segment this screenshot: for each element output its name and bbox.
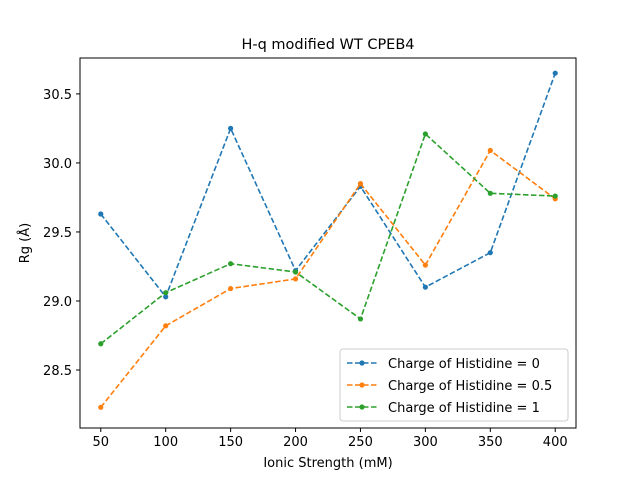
- data-point: [228, 285, 234, 292]
- series-2: [98, 131, 558, 347]
- data-point: [292, 276, 299, 282]
- data-point: [98, 404, 104, 410]
- series-line: [100, 132, 556, 345]
- legend-marker: [359, 382, 365, 388]
- x-tick-label: 250: [348, 435, 373, 450]
- data-point: [357, 316, 364, 322]
- y-tick-label: 28.5: [43, 364, 72, 379]
- x-tick-label: 50: [93, 435, 110, 450]
- series-line: [100, 72, 556, 299]
- x-axis-ticks: 50 100 150 200 250 300 350 400: [93, 428, 568, 450]
- data-point: [552, 70, 558, 76]
- data-point: [357, 181, 364, 187]
- data-point: [422, 262, 428, 268]
- x-tick-label: 350: [478, 435, 503, 450]
- data-point: [487, 190, 493, 196]
- x-tick-label: 200: [283, 435, 308, 450]
- y-tick-label: 30.0: [43, 157, 72, 172]
- legend-marker: [359, 404, 365, 410]
- y-tick-label: 30.5: [43, 88, 72, 103]
- x-tick-label: 300: [413, 435, 438, 450]
- data-point: [228, 125, 234, 132]
- data-point: [163, 290, 169, 296]
- y-tick-label: 29.5: [43, 226, 72, 241]
- x-tick-label: 400: [543, 435, 568, 450]
- x-tick-label: 150: [218, 435, 243, 450]
- chart-title: H-q modified WT CPEB4: [241, 37, 414, 53]
- data-point: [487, 147, 493, 154]
- data-point: [552, 193, 558, 199]
- data-point: [98, 341, 104, 347]
- data-point: [422, 131, 428, 137]
- y-axis-ticks: 28.5 29.0 29.5 30.0 30.5: [43, 88, 80, 379]
- data-point: [292, 269, 299, 275]
- data-point: [98, 211, 104, 217]
- y-axis-label: Rg (Å): [17, 223, 33, 263]
- series-layer: [98, 70, 558, 410]
- data-point: [163, 294, 169, 300]
- data-point: [228, 261, 234, 267]
- data-point: [422, 284, 428, 290]
- series-line: [100, 149, 556, 408]
- y-tick-label: 29.0: [43, 295, 72, 310]
- x-axis-label: Ionic Strength (mM): [263, 456, 392, 471]
- data-point: [487, 250, 493, 256]
- series-1: [98, 147, 558, 410]
- data-point: [163, 323, 169, 329]
- legend: Charge of Histidine = 0 Charge of Histidi…: [339, 348, 569, 422]
- legend-label: Charge of Histidine = 0: [388, 357, 540, 372]
- legend-marker: [359, 360, 365, 366]
- legend-box: [339, 348, 569, 422]
- legend-label: Charge of Histidine = 1: [388, 401, 540, 416]
- x-tick-label: 100: [153, 435, 178, 450]
- legend-label: Charge of Histidine = 0.5: [388, 379, 552, 394]
